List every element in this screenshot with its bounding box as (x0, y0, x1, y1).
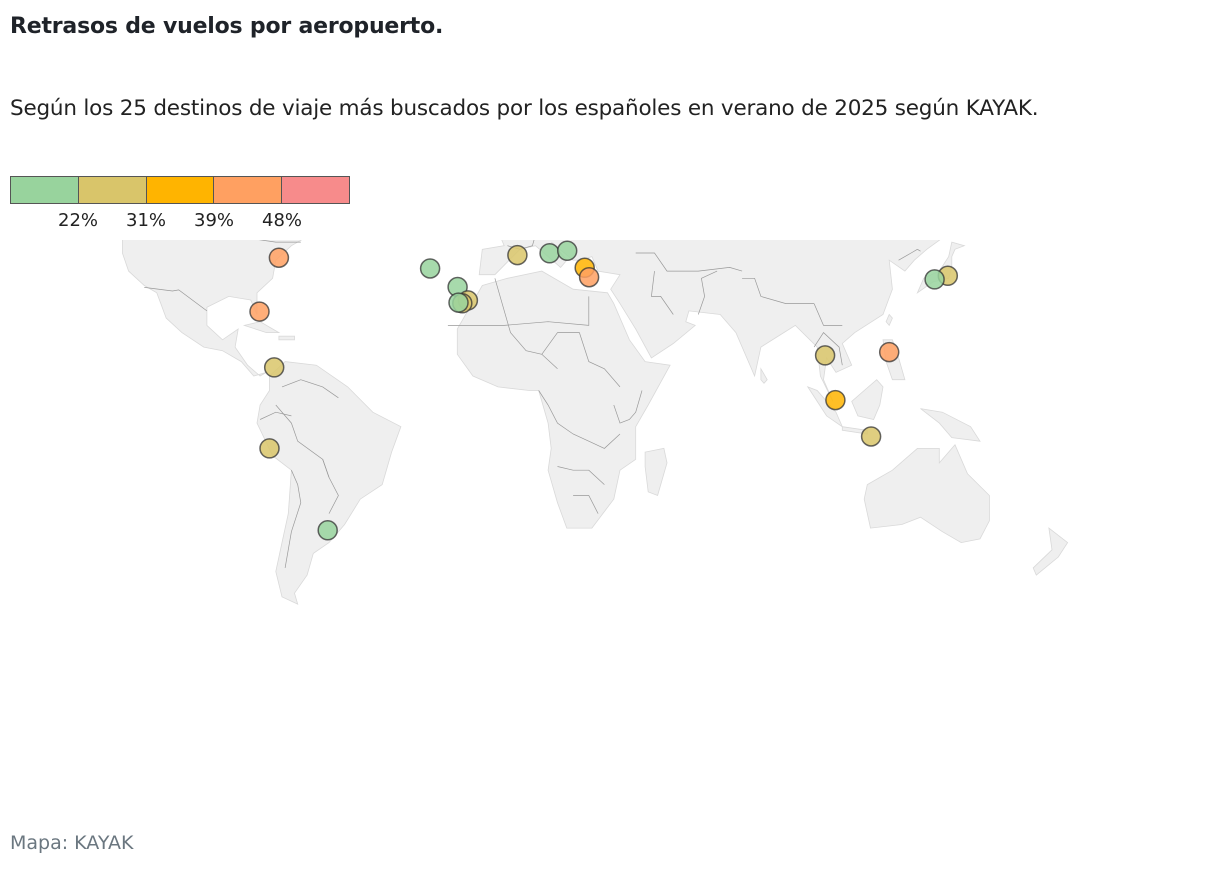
legend-tick: 31% (125, 210, 167, 231)
country-border (697, 270, 718, 315)
airport-marker-creta[interactable] (578, 266, 600, 288)
landmass-sri-lanka (760, 367, 768, 384)
landmass-new-guinea (920, 408, 981, 442)
airport-marker-dubrovnik[interactable] (556, 240, 578, 262)
world-map (0, 104, 1220, 800)
airport-marker-azores[interactable] (419, 258, 441, 279)
landmass-cuba (242, 321, 281, 333)
landmass-borneo (851, 379, 884, 420)
country-border (538, 390, 621, 449)
color-legend: 22% 31% 39% 48% (10, 176, 350, 236)
country-border (898, 248, 918, 261)
country-border (917, 249, 921, 252)
legend-swatch (77, 176, 147, 204)
airport-marker-nueva-york[interactable] (268, 247, 290, 268)
airport-marker-bali[interactable] (860, 426, 882, 447)
airport-marker-lima[interactable] (259, 438, 280, 459)
legend-swatch (145, 176, 215, 204)
airport-marker-manila[interactable] (878, 341, 900, 363)
legend-tick: 48% (261, 210, 303, 231)
country-border (613, 390, 643, 424)
legend-ticks: 22% 31% 39% 48% (10, 206, 350, 232)
country-border (557, 466, 605, 485)
airport-marker-bangkok[interactable] (814, 345, 836, 366)
airport-marker-buenos-aires[interactable] (317, 520, 338, 541)
airport-marker-singapur[interactable] (825, 389, 846, 411)
legend-swatch (213, 176, 283, 204)
landmass-hispaniola (278, 335, 295, 341)
legend-tick: 39% (193, 210, 235, 231)
airport-marker-osaka[interactable] (924, 269, 945, 290)
legend-swatch (10, 176, 79, 204)
country-border (494, 278, 558, 370)
country-border (573, 495, 599, 514)
land-layer (0, 104, 1075, 605)
airport-marker-barcelona[interactable] (507, 244, 528, 266)
airport-marker-cartagena[interactable] (263, 357, 285, 378)
landmass-sumatra (806, 386, 844, 428)
country-border (144, 287, 208, 312)
airport-marker-tenerife[interactable] (448, 292, 469, 313)
country-border (259, 411, 292, 420)
country-border (813, 332, 843, 366)
landmass-south-america (256, 361, 402, 605)
country-border (813, 303, 843, 326)
landmass-new-zealand (1032, 527, 1069, 576)
world-map-svg (0, 104, 1075, 605)
landmass-taiwan (885, 313, 893, 327)
map-source: Mapa: KAYAK (10, 832, 134, 854)
page-subtitle: Según los 25 destinos de viaje más busca… (10, 96, 1039, 121)
landmass-africa (456, 270, 671, 529)
landmass-madagascar (644, 447, 668, 497)
airport-marker-miami[interactable] (249, 301, 270, 322)
country-border (541, 332, 621, 388)
country-border (651, 271, 674, 315)
page-title: Retrasos de vuelos por aeropuerto. (10, 14, 444, 39)
airport-marker-roma[interactable] (539, 243, 560, 264)
country-border (635, 252, 743, 272)
country-border (322, 459, 339, 514)
country-border (284, 470, 302, 568)
legend-tick: 22% (57, 210, 99, 231)
country-border (742, 277, 815, 304)
landmass-australia (863, 444, 990, 544)
legend-swatch (281, 176, 350, 204)
legend-bar (10, 176, 350, 206)
country-border (281, 379, 339, 399)
country-border (447, 296, 590, 326)
